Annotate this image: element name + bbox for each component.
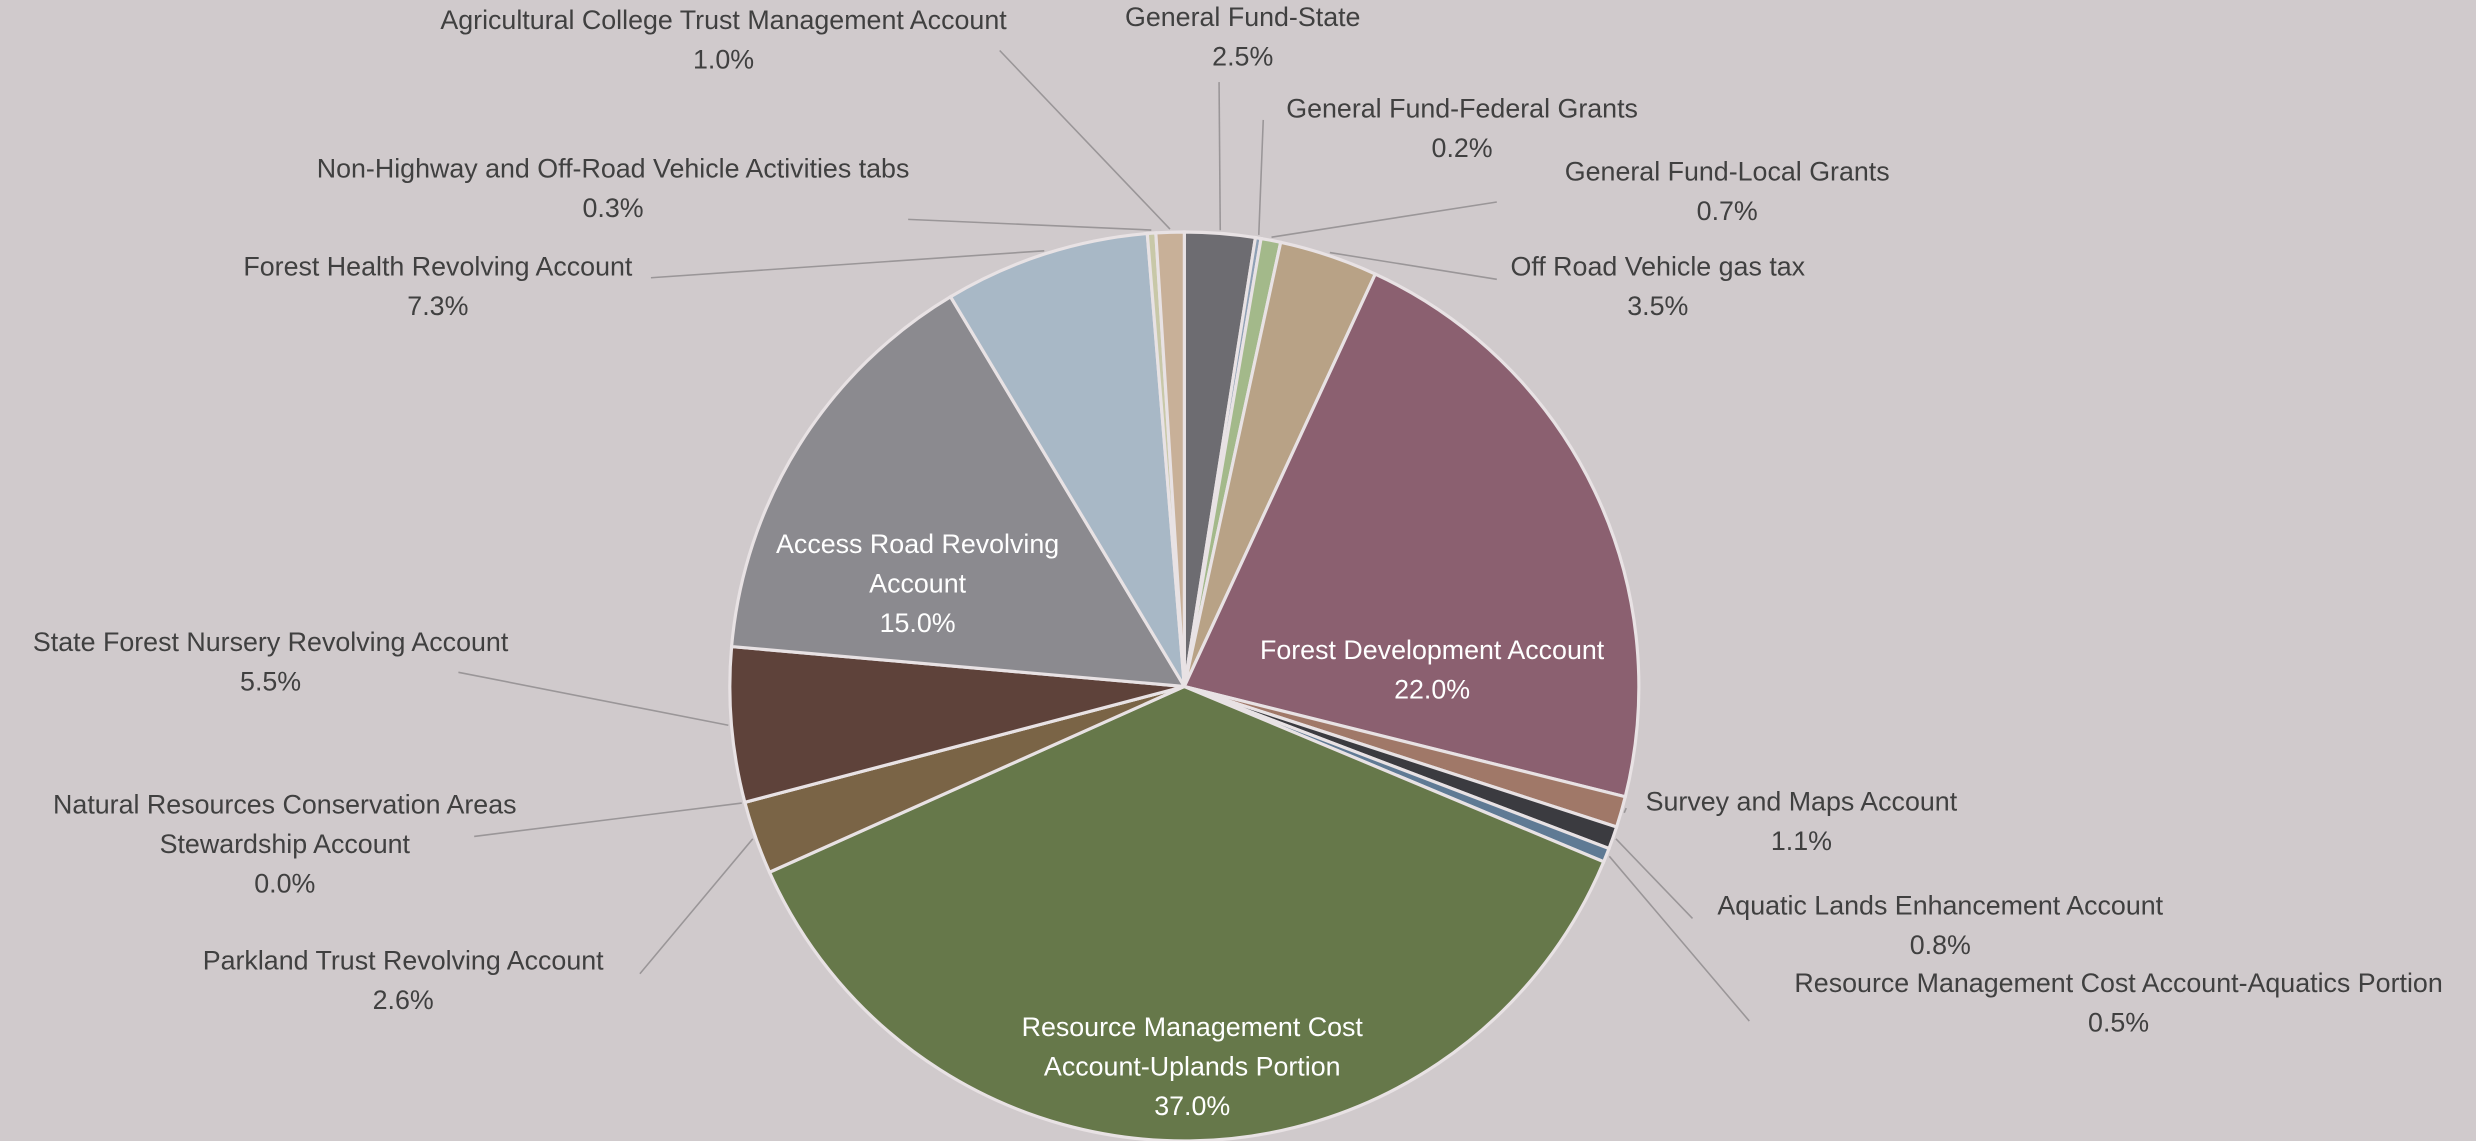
slice-value-label: 1.0% — [693, 45, 754, 75]
leader-line — [639, 838, 754, 975]
slice-label: Natural Resources Conservation Areas Stew… — [53, 790, 516, 859]
labels: General Fund-State 2.5% General Fund-Feder… — [33, 2, 2443, 1121]
leader-line — [1623, 807, 1627, 814]
leader-line — [650, 250, 1045, 279]
slice-label: Aquatic Lands Enhancement Account — [1717, 891, 2163, 921]
slice-label: Agricultural College Trust Management Ac… — [440, 5, 1007, 35]
slice-value-label: 0.5% — [2088, 1007, 2149, 1037]
pie-slice — [948, 231, 1186, 688]
leader-line — [458, 671, 729, 727]
slice-value-label: 15.0% — [880, 608, 956, 638]
pie-slice — [1154, 230, 1186, 687]
slice-label: Parkland Trust Revolving Account — [203, 946, 604, 976]
leader-line — [999, 49, 1171, 230]
slice-label: Non-Highway and Off-Road Vehicle Activit… — [317, 154, 910, 184]
slice-value-label: 0.0% — [254, 868, 315, 898]
pie-slice — [1182, 271, 1641, 799]
slice-value-label: 0.2% — [1432, 133, 1493, 163]
slice-value-label: 2.6% — [373, 985, 434, 1015]
slice-label: Forest Development Account — [1260, 635, 1605, 665]
slice-label: State Forest Nursery Revolving Account — [33, 627, 509, 657]
slice-label: Forest Health Revolving Account — [243, 251, 633, 281]
slice-label: Resource Management Cost Account-Uplands … — [1022, 1012, 1364, 1081]
pie-slice — [728, 644, 1185, 805]
slice-value-label: 0.8% — [1910, 930, 1971, 960]
slice-label: Off Road Vehicle gas tax — [1510, 251, 1805, 281]
slice-label: Survey and Maps Account — [1646, 786, 1958, 816]
slice-value-label: 3.5% — [1627, 291, 1688, 321]
slice-label: General Fund-Local Grants — [1565, 157, 1890, 187]
slice-value-label: 37.0% — [1154, 1091, 1230, 1121]
slices — [728, 230, 1641, 1141]
leader-line — [908, 218, 1152, 231]
slice-value-label: 7.3% — [407, 291, 468, 321]
leader-line — [1608, 855, 1750, 1022]
leader-line — [1218, 82, 1222, 231]
leader-line — [1271, 201, 1497, 238]
slice-value-label: 5.5% — [240, 666, 301, 696]
leader-line — [474, 802, 742, 838]
slice-label: Resource Management Cost Account-Aquatic… — [1794, 968, 2442, 998]
slice-label: General Fund-State — [1125, 2, 1361, 32]
slice-label: Access Road Revolving Account — [776, 529, 1059, 598]
slice-value-label: 0.3% — [582, 193, 643, 223]
leader-line — [1615, 838, 1694, 920]
slice-label: General Fund-Federal Grants — [1286, 94, 1638, 124]
pie-slice — [729, 294, 1188, 689]
leader-line — [1329, 251, 1497, 281]
slice-value-label: 0.7% — [1697, 196, 1758, 226]
slice-value-label: 22.0% — [1394, 674, 1470, 704]
slice-value-label: 2.5% — [1212, 41, 1273, 71]
slice-value-label: 1.1% — [1771, 826, 1832, 856]
leader-line — [1257, 119, 1265, 235]
